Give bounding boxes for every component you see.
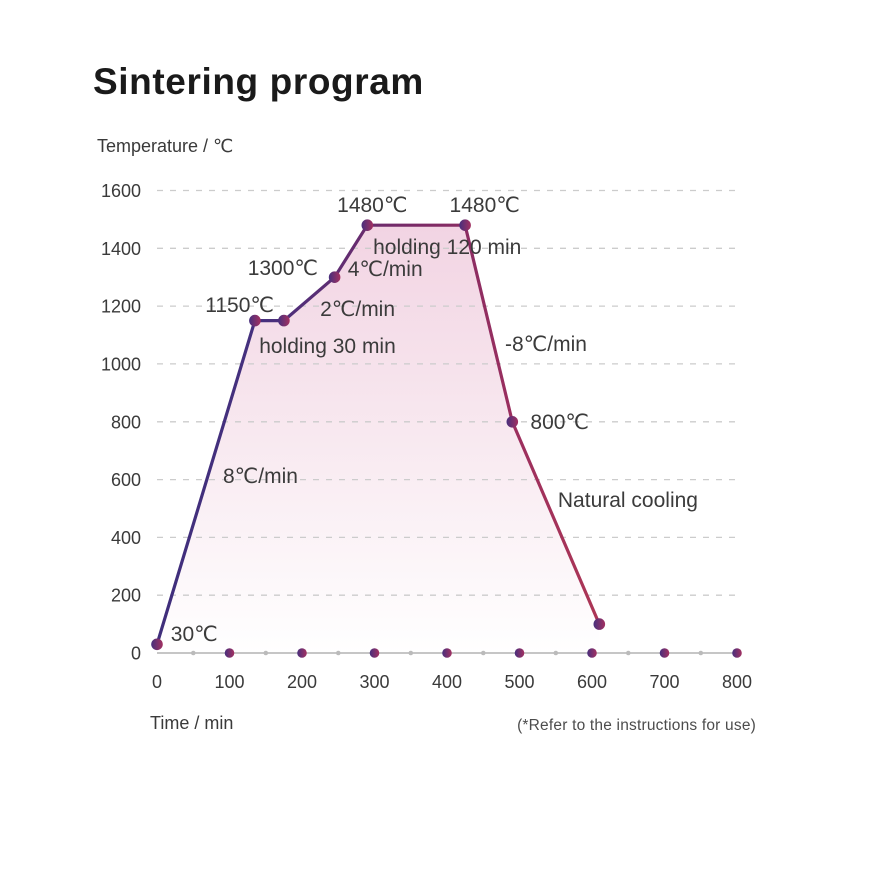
axis-minor-dot [191, 650, 196, 656]
axis-minor-dot [626, 650, 631, 656]
area-under-curve [157, 225, 600, 653]
annotation-11: 800℃ [530, 411, 589, 434]
data-point-2 [278, 314, 290, 327]
data-point-5 [459, 219, 471, 231]
data-point-1 [249, 314, 261, 327]
data-point-7 [593, 618, 606, 630]
y-tick-1400: 1400 [101, 239, 141, 259]
annotation-8: holding 120 min [373, 236, 521, 259]
x-tick-200: 200 [287, 672, 317, 692]
axis-major-dot [732, 648, 742, 658]
y-tick-800: 800 [111, 412, 141, 432]
annotation-12: Natural cooling [558, 489, 698, 512]
axis-major-dot [224, 648, 235, 658]
axis-major-dot [297, 648, 307, 658]
data-point-4 [361, 219, 374, 231]
y-tick-0: 0 [131, 644, 141, 664]
x-tick-0: 0 [152, 672, 162, 692]
annotation-2: 1150℃ [205, 294, 274, 317]
x-tick-800: 800 [722, 672, 752, 692]
axis-major-dot [659, 648, 670, 658]
x-tick-500: 500 [504, 672, 534, 692]
y-axis-label: Temperature / ℃ [97, 136, 234, 156]
x-tick-100: 100 [214, 672, 244, 692]
axis-major-dot [442, 648, 452, 658]
annotation-6: 4℃/min [348, 258, 423, 281]
annotation-3: holding 30 min [259, 335, 396, 358]
annotation-10: -8℃/min [505, 333, 587, 356]
chart-title: Sintering program [93, 61, 424, 102]
annotation-1: 8℃/min [223, 465, 298, 488]
y-tick-1200: 1200 [101, 297, 141, 317]
x-tick-600: 600 [577, 672, 607, 692]
axis-minor-dot [408, 650, 414, 656]
x-tick-400: 400 [432, 672, 462, 692]
axis-minor-dot [263, 650, 269, 656]
x-axis-label: Time / min [150, 713, 234, 733]
y-tick-600: 600 [111, 470, 141, 490]
data-point-0 [151, 638, 163, 651]
axis-major-dot [587, 648, 597, 658]
annotation-4: 1300℃ [248, 257, 318, 280]
y-tick-1000: 1000 [101, 354, 141, 374]
axis-major-dot [514, 648, 525, 658]
axis-minor-dot [553, 650, 559, 656]
axis-minor-dot [698, 650, 704, 656]
x-tick-300: 300 [359, 672, 389, 692]
annotation-5: 2℃/min [320, 298, 395, 321]
axis-minor-dot [336, 650, 341, 656]
axis-minor-dot [481, 650, 486, 656]
footnote: (*Refer to the instructions for use) [517, 717, 756, 734]
y-tick-400: 400 [111, 528, 141, 548]
y-tick-1600: 1600 [101, 181, 141, 201]
annotation-7: 1480℃ [337, 194, 407, 217]
annotation-0: 30℃ [171, 623, 218, 646]
annotation-9: 1480℃ [450, 194, 520, 217]
y-tick-200: 200 [111, 586, 141, 606]
x-tick-700: 700 [649, 672, 679, 692]
axis-major-dot [369, 648, 380, 658]
data-point-3 [328, 271, 341, 284]
data-point-6 [506, 416, 519, 428]
